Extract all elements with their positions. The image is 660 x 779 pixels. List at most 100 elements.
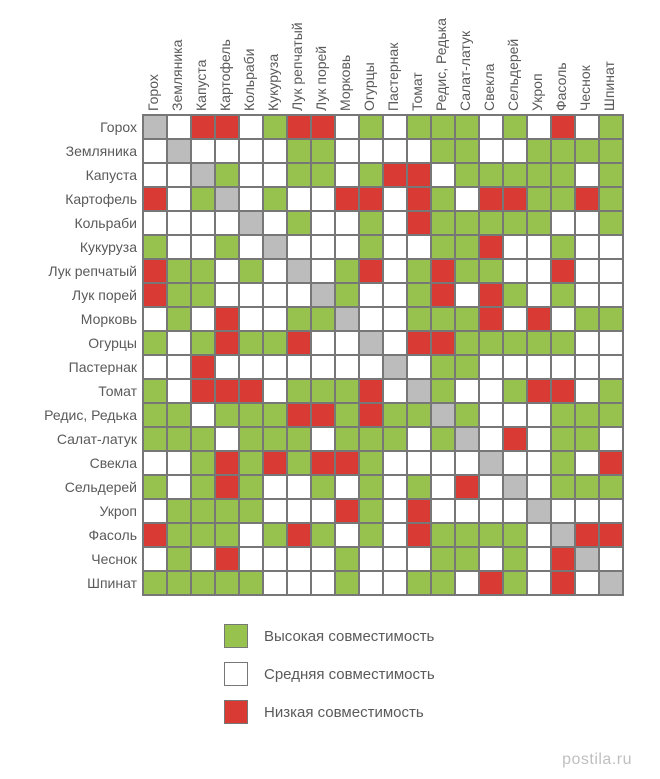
matrix-cell — [527, 499, 551, 523]
matrix-cell — [479, 547, 503, 571]
matrix-cell — [503, 475, 527, 499]
column-label: Чеснок — [578, 65, 592, 111]
matrix-cell — [215, 571, 239, 595]
matrix-cell — [527, 115, 551, 139]
matrix-cell — [407, 187, 431, 211]
matrix-row — [143, 259, 623, 283]
matrix-cell — [191, 307, 215, 331]
matrix-cell — [143, 475, 167, 499]
column-label: Лук репчатый — [290, 22, 304, 111]
row-label: Кукуруза — [80, 240, 137, 254]
matrix-cell — [383, 163, 407, 187]
matrix-cell — [167, 547, 191, 571]
matrix-cell — [503, 355, 527, 379]
matrix-cell — [455, 163, 479, 187]
matrix-cell — [479, 523, 503, 547]
matrix-cell — [407, 451, 431, 475]
matrix-cell — [575, 331, 599, 355]
matrix-cell — [479, 403, 503, 427]
matrix-cell — [431, 355, 455, 379]
legend-swatch — [224, 700, 248, 724]
matrix-cell — [287, 139, 311, 163]
row-label: Шпинат — [87, 576, 137, 590]
legend-swatch — [224, 624, 248, 648]
matrix-cell — [359, 163, 383, 187]
matrix-cell — [383, 307, 407, 331]
matrix-cell — [167, 523, 191, 547]
matrix-cell — [455, 187, 479, 211]
matrix-cell — [311, 115, 335, 139]
matrix-cell — [335, 499, 359, 523]
matrix-cell — [287, 451, 311, 475]
matrix-cell — [263, 187, 287, 211]
matrix-row — [143, 379, 623, 403]
legend-label: Низкая совместимость — [264, 704, 424, 721]
matrix-cell — [287, 235, 311, 259]
matrix-cell — [263, 403, 287, 427]
matrix-cell — [599, 475, 623, 499]
matrix-cell — [263, 355, 287, 379]
row-label: Огурцы — [88, 336, 137, 350]
matrix-cell — [287, 187, 311, 211]
matrix-cell — [359, 283, 383, 307]
matrix-cell — [287, 523, 311, 547]
matrix-cell — [263, 139, 287, 163]
matrix-cell — [551, 307, 575, 331]
matrix-cell — [335, 451, 359, 475]
matrix-cell — [527, 403, 551, 427]
matrix-cell — [527, 523, 551, 547]
matrix-cell — [311, 211, 335, 235]
matrix-cell — [239, 139, 263, 163]
matrix-cell — [191, 115, 215, 139]
matrix-cell — [599, 571, 623, 595]
matrix-cell — [239, 307, 263, 331]
matrix-cell — [479, 235, 503, 259]
matrix-cell — [311, 379, 335, 403]
matrix-cell — [431, 523, 455, 547]
matrix-cell — [143, 307, 167, 331]
matrix-cell — [431, 403, 455, 427]
matrix-row — [143, 451, 623, 475]
matrix-cell — [239, 403, 263, 427]
matrix-cell — [383, 499, 407, 523]
matrix-cell — [527, 259, 551, 283]
matrix-cell — [167, 259, 191, 283]
matrix-cell — [335, 283, 359, 307]
matrix-cell — [383, 187, 407, 211]
matrix-cell — [407, 403, 431, 427]
matrix-cell — [263, 523, 287, 547]
matrix-cell — [407, 355, 431, 379]
matrix-cell — [215, 115, 239, 139]
column-label: Свекла — [482, 64, 496, 111]
matrix-cell — [239, 331, 263, 355]
matrix-cell — [575, 499, 599, 523]
matrix-cell — [263, 427, 287, 451]
matrix-cell — [575, 571, 599, 595]
matrix-cell — [599, 499, 623, 523]
matrix-cell — [167, 307, 191, 331]
matrix-cell — [215, 379, 239, 403]
matrix-cell — [215, 259, 239, 283]
matrix-cell — [479, 115, 503, 139]
column-label: Картофель — [218, 39, 232, 111]
matrix-cell — [143, 403, 167, 427]
matrix-cell — [335, 115, 359, 139]
matrix-cell — [239, 547, 263, 571]
row-label: Укроп — [99, 504, 137, 518]
compatibility-matrix: ГорохЗемляникаКапустаКартофельКольрабиКу… — [142, 114, 624, 596]
row-label: Томат — [98, 384, 137, 398]
matrix-cell — [239, 451, 263, 475]
matrix-cell — [575, 187, 599, 211]
matrix-cell — [287, 331, 311, 355]
matrix-cell — [455, 379, 479, 403]
matrix-cell — [167, 235, 191, 259]
matrix-cell — [383, 283, 407, 307]
matrix-cell — [335, 475, 359, 499]
matrix-cell — [263, 331, 287, 355]
column-label: Кукуруза — [266, 54, 280, 111]
matrix-cell — [239, 355, 263, 379]
matrix-cell — [479, 355, 503, 379]
matrix-cell — [167, 403, 191, 427]
matrix-cell — [503, 259, 527, 283]
matrix-cell — [599, 451, 623, 475]
